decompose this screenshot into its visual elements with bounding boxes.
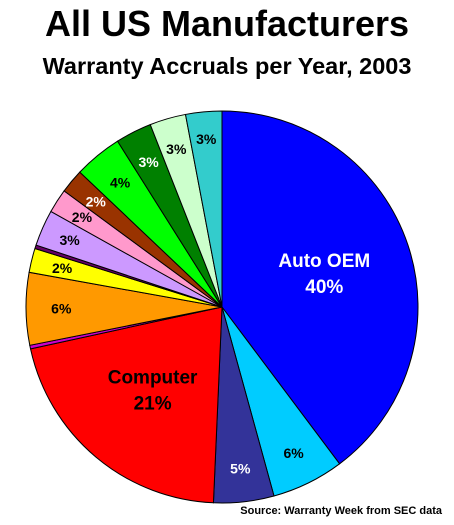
pie-slice [29, 306, 223, 504]
pie-labels: Auto OEM40%6%5%Computer21%6%2%3%2%2%4%3%… [51, 131, 370, 477]
slice-percent-label: 2% [72, 209, 93, 225]
slice-percent-label: 2% [86, 193, 107, 209]
chart-title: All US Manufacturers [44, 3, 410, 44]
pie-slice [184, 110, 223, 308]
slice-percent-label: 2% [52, 260, 73, 276]
source-note: Source: Warranty Week from SEC data [240, 505, 442, 517]
slice-percent-label: 3% [196, 131, 217, 147]
slice-name-label: Computer [108, 368, 198, 389]
slice-name-label: Auto OEM [278, 251, 370, 272]
slice-percent-label: 3% [138, 154, 159, 170]
pie-slices [25, 110, 419, 504]
slice-percent-label: 40% [305, 277, 343, 298]
slice-percent-label: 6% [283, 445, 304, 461]
slice-percent-label: 6% [51, 301, 72, 317]
slice-percent-label: 4% [110, 175, 131, 191]
slice-percent-label: 3% [59, 232, 80, 248]
pie-slice [221, 110, 419, 465]
slice-percent-label: 5% [230, 461, 251, 477]
slice-percent-label: 21% [134, 394, 172, 415]
slice-percent-label: 3% [166, 141, 187, 157]
chart-subtitle: Warranty Accruals per Year, 2003 [42, 53, 412, 79]
